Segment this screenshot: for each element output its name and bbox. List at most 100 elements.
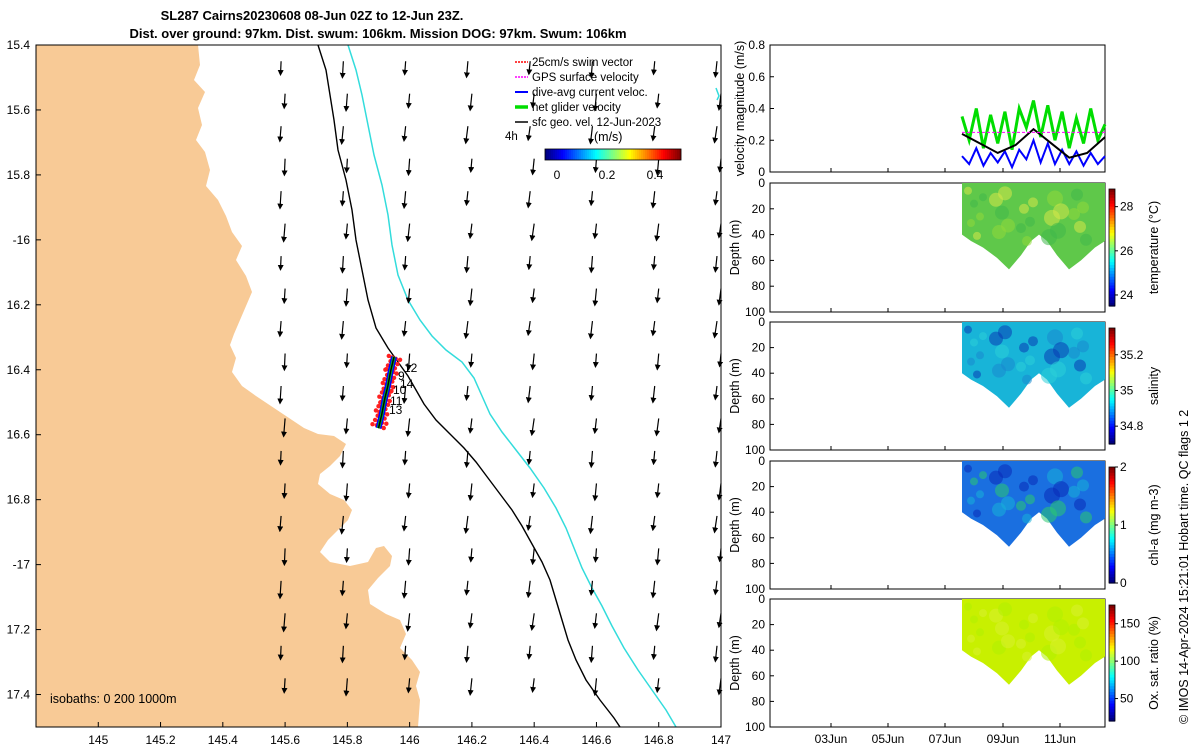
current-arrow [530, 678, 537, 693]
current-arrow [529, 418, 536, 437]
current-arrow [530, 548, 537, 566]
depth-tick-label: 60 [752, 669, 766, 683]
current-arrow [654, 158, 661, 176]
speed-colorbar-cell [545, 149, 548, 160]
map-ytick-label: 15.8 [7, 168, 31, 182]
speed-colorbar-cell [637, 149, 640, 160]
section-texture [967, 496, 975, 505]
current-arrow [588, 580, 595, 596]
speed-colorbar-cell [567, 149, 570, 160]
speed-colorbar-cell [595, 149, 598, 160]
colorbar-cell [1109, 203, 1115, 208]
colorbar-cell [1109, 212, 1115, 216]
section-texture [995, 621, 1009, 636]
current-arrow [339, 450, 346, 469]
current-arrow [650, 645, 657, 661]
colorbar-cell [1109, 218, 1115, 222]
current-arrow [588, 320, 594, 340]
current-arrow [401, 126, 408, 142]
colorbar-cell [1109, 328, 1115, 332]
current-arrow [343, 353, 350, 369]
colorbar-cell [1109, 420, 1115, 425]
current-arrow [402, 450, 409, 466]
swim-vector-mark [384, 421, 389, 426]
depth-tick-label: 60 [752, 531, 766, 545]
speed-colorbar-cell [633, 149, 636, 160]
current-arrow [650, 580, 657, 599]
section-texture [1047, 606, 1063, 623]
colorbar-cell [1109, 273, 1115, 278]
title-line2: Dist. over ground: 97km. Dist. swum: 106… [129, 26, 626, 41]
colorbar-label: chl-a (mg m-3) [1147, 484, 1161, 565]
colorbar-cell [1109, 209, 1115, 213]
vel-ylabel: velocity magnitude (m/s) [733, 41, 747, 176]
swim-vector-mark [372, 417, 378, 423]
speed-colorbar-cell [593, 149, 596, 160]
section-texture [1053, 203, 1069, 220]
map-xtick-label: 146 [400, 733, 420, 747]
section-texture [995, 344, 1009, 359]
current-arrow [281, 93, 288, 110]
section-texture [1019, 619, 1029, 630]
section-texture [1074, 498, 1086, 511]
section-texture [1053, 342, 1069, 359]
section-texture [1050, 361, 1066, 378]
current-arrow [405, 158, 412, 177]
cbar-tick-1: 0.2 [599, 168, 616, 182]
speed-colorbar-cell [631, 149, 634, 160]
current-arrow [654, 678, 661, 694]
colorbar-cell [1109, 371, 1115, 375]
section-texture [1080, 511, 1092, 524]
date-tick-label: 05Jun [872, 732, 905, 746]
speed-colorbar-cell [571, 149, 574, 160]
current-arrow [405, 483, 412, 499]
cbar-tick-2: 0.4 [647, 168, 664, 182]
speed-colorbar-cell [559, 149, 562, 160]
section-texture [1077, 201, 1089, 214]
map-xtick-label: 145.2 [146, 733, 176, 747]
colorbar-cell [1109, 232, 1115, 237]
colorbar-cell [1109, 487, 1115, 491]
swim-vector-mark [384, 367, 389, 372]
current-arrow [277, 256, 284, 271]
speed-colorbar-cell [649, 149, 652, 160]
speed-colorbar-cell [605, 149, 608, 160]
current-arrow [463, 580, 470, 596]
map-xtick-label: 146.8 [644, 733, 674, 747]
colorbar-cell [1109, 657, 1115, 661]
current-arrow [654, 483, 661, 499]
speed-colorbar-cell [591, 149, 594, 160]
map-xtick-label: 146.4 [519, 733, 549, 747]
section-texture [976, 628, 984, 637]
colorbar-cell [1109, 493, 1115, 497]
colorbar-cell [1109, 700, 1115, 705]
colorbar-cell [1109, 519, 1115, 523]
legend-gps-label: GPS surface velocity [532, 72, 639, 84]
colorbar-cell [1109, 403, 1115, 407]
current-arrow [530, 288, 537, 304]
section-texture [976, 490, 984, 499]
current-arrow [339, 580, 346, 597]
current-arrow [592, 548, 599, 563]
track-day-label: 10 [393, 383, 407, 397]
depth-tick-label: 20 [752, 341, 766, 355]
colorbar-cell [1109, 285, 1115, 290]
current-arrow [463, 61, 470, 79]
swim-vector-mark [381, 425, 386, 431]
current-arrow [525, 515, 532, 531]
speed-colorbar-cell [651, 149, 654, 160]
colorbar-cell [1109, 660, 1115, 664]
section-texture [1047, 468, 1063, 485]
section-texture [1071, 188, 1083, 201]
speed-colorbar-cell [565, 149, 568, 160]
map-ytick-label: 17.4 [7, 688, 31, 702]
date-tick-label: 09Jun [987, 732, 1020, 746]
depth-tick-label: 40 [752, 643, 766, 657]
colorbar-cell [1109, 671, 1115, 676]
current-arrow [405, 353, 412, 371]
current-arrow [401, 580, 408, 599]
section-texture [964, 325, 972, 334]
section-texture [973, 509, 981, 518]
section-texture [1025, 216, 1035, 227]
section-texture [1028, 613, 1038, 624]
